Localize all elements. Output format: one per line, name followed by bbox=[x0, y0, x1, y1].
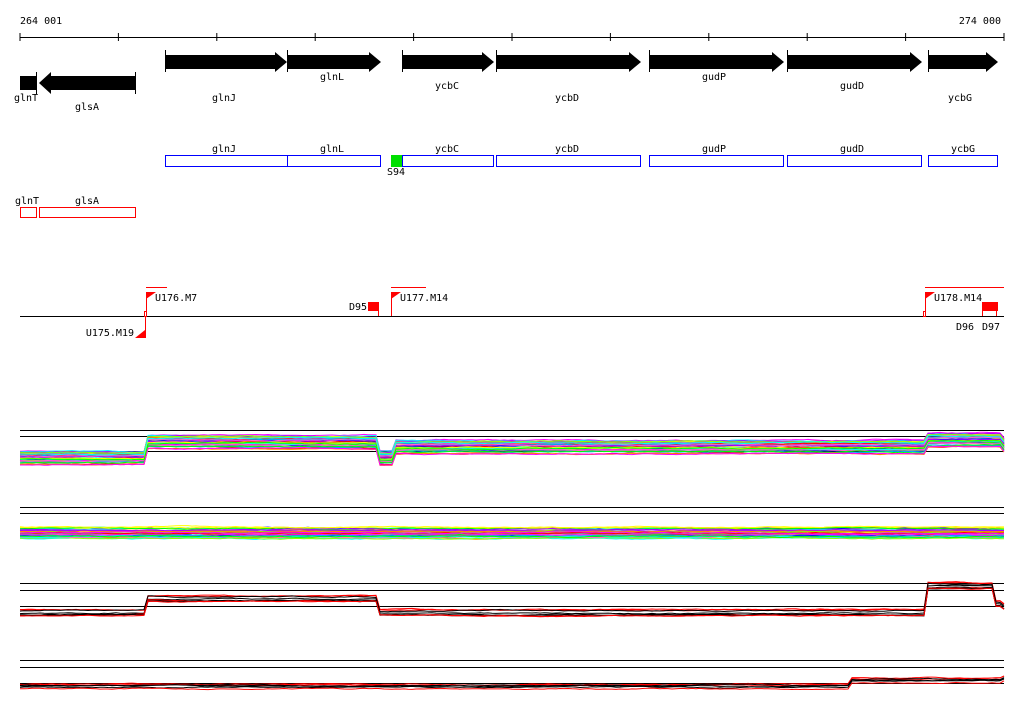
gene-gudP[interactable]: gudP bbox=[649, 50, 784, 83]
svg-text:U176.M7: U176.M7 bbox=[155, 293, 197, 304]
expression-track-3 bbox=[19, 581, 1005, 618]
svg-text:D96: D96 bbox=[956, 322, 974, 333]
gene-track: glnJ glnL ycbC ycbD gudP gudD ycbG glnT … bbox=[14, 50, 998, 113]
svg-text:ycbD: ycbD bbox=[555, 144, 579, 155]
operon-gudP[interactable]: gudP bbox=[649, 144, 784, 167]
gene-glnJ[interactable]: glnJ bbox=[165, 50, 287, 104]
expression-profile-line bbox=[19, 435, 1005, 456]
feature-U178-M14[interactable]: U178.M14 bbox=[923, 287, 1005, 317]
svg-text:glnJ: glnJ bbox=[212, 93, 236, 104]
expression-profile-line bbox=[19, 438, 1005, 458]
gene-glnT[interactable]: glnT bbox=[14, 72, 38, 104]
axis-end-label: 274 000 bbox=[959, 16, 1001, 27]
svg-text:ycbG: ycbG bbox=[948, 93, 972, 104]
expression-profile-line bbox=[19, 527, 1005, 532]
expression-profile-line bbox=[19, 526, 1005, 531]
axis-start-label: 264 001 bbox=[20, 16, 62, 27]
expression-track-2 bbox=[19, 507, 1005, 540]
operon-glnT[interactable]: glnT bbox=[15, 196, 39, 218]
expression-profile-line bbox=[20, 445, 1005, 466]
operon-glnJ[interactable]: glnJ bbox=[165, 144, 288, 167]
feature-D96[interactable]: D96 bbox=[956, 302, 996, 333]
expression-profile-line bbox=[19, 531, 1005, 535]
promoter-S94[interactable]: S94 bbox=[387, 155, 405, 178]
feature-U176-M7[interactable]: U176.M7 bbox=[144, 287, 198, 317]
expression-profile-line bbox=[19, 433, 1005, 455]
expression-profile-line bbox=[19, 535, 1005, 539]
operon-ycbG[interactable]: ycbG bbox=[928, 144, 998, 167]
svg-text:U175.M19: U175.M19 bbox=[86, 328, 134, 339]
gene-gudD[interactable]: gudD bbox=[787, 50, 922, 92]
operon-track-reverse: glnT glsA bbox=[15, 196, 136, 218]
gene-ycbG[interactable]: ycbG bbox=[928, 50, 998, 104]
expression-track-4 bbox=[19, 660, 1005, 691]
expression-profile-line bbox=[19, 677, 1005, 687]
svg-text:ycbD: ycbD bbox=[555, 93, 579, 104]
operon-glsA[interactable]: glsA bbox=[39, 196, 136, 218]
svg-text:U178.M14: U178.M14 bbox=[934, 293, 982, 304]
svg-text:ycbG: ycbG bbox=[951, 144, 975, 155]
expression-profile-line bbox=[19, 584, 1005, 615]
expression-profile-line bbox=[20, 680, 1005, 691]
gene-glnL[interactable]: glnL bbox=[287, 50, 381, 83]
svg-text:glnT: glnT bbox=[14, 93, 38, 104]
feature-track: U175.M19 U176.M7 D95 U177.M14 U178.M14 D… bbox=[20, 287, 1005, 339]
expression-profile-line bbox=[19, 443, 1005, 464]
svg-text:S94: S94 bbox=[387, 167, 405, 178]
operon-ycbD[interactable]: ycbD bbox=[496, 144, 641, 167]
svg-text:gudD: gudD bbox=[840, 144, 864, 155]
expression-profile-line bbox=[19, 439, 1005, 461]
svg-text:gudD: gudD bbox=[840, 81, 864, 92]
svg-text:U177.M14: U177.M14 bbox=[400, 293, 448, 304]
svg-text:glnT: glnT bbox=[15, 196, 39, 207]
svg-text:glnL: glnL bbox=[320, 72, 344, 83]
expression-profile-line bbox=[19, 525, 1004, 529]
gene-ycbC[interactable]: ycbC bbox=[402, 50, 494, 92]
svg-text:gudP: gudP bbox=[702, 144, 726, 155]
expression-track-1 bbox=[19, 430, 1005, 467]
operon-glnL[interactable]: glnL bbox=[287, 144, 381, 167]
svg-text:glsA: glsA bbox=[75, 102, 99, 113]
feature-D95[interactable]: D95 bbox=[349, 302, 379, 316]
svg-text:D97: D97 bbox=[982, 322, 1000, 333]
svg-text:glnJ: glnJ bbox=[212, 144, 236, 155]
expression-profile-line bbox=[19, 436, 1005, 458]
gene-ycbD[interactable]: ycbD bbox=[496, 50, 641, 104]
coordinate-axis: 264 001 274 000 bbox=[19, 16, 1005, 41]
operon-gudD[interactable]: gudD bbox=[787, 144, 922, 167]
operon-track-forward: glnJ glnL ycbC ycbD gudP gudD ycbG S94 bbox=[165, 144, 998, 178]
feature-U177-M14[interactable]: U177.M14 bbox=[391, 287, 448, 317]
svg-text:ycbC: ycbC bbox=[435, 144, 459, 155]
svg-text:glsA: glsA bbox=[75, 196, 99, 207]
gene-glsA[interactable]: glsA bbox=[39, 72, 136, 113]
operon-ycbC[interactable]: ycbC bbox=[402, 144, 494, 167]
svg-text:gudP: gudP bbox=[702, 72, 726, 83]
svg-text:D95: D95 bbox=[349, 302, 367, 313]
svg-text:ycbC: ycbC bbox=[435, 81, 459, 92]
expression-profile-line bbox=[19, 678, 1005, 689]
feature-D97[interactable]: D97 bbox=[982, 302, 1000, 333]
feature-U175-M19[interactable]: U175.M19 bbox=[86, 316, 146, 339]
svg-text:glnL: glnL bbox=[320, 144, 344, 155]
expression-profile-line bbox=[19, 582, 1005, 613]
expression-profile-line bbox=[20, 587, 1005, 618]
